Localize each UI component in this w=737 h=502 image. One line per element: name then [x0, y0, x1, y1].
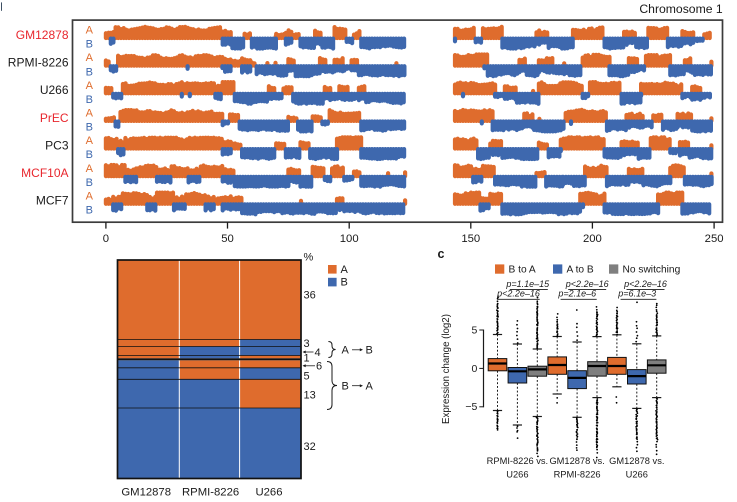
- svg-text:A: A: [86, 135, 94, 147]
- svg-text:A: A: [342, 345, 350, 357]
- svg-text:RPMI-8226: RPMI-8226: [182, 486, 239, 498]
- svg-text:150: 150: [461, 233, 480, 245]
- svg-text:B: B: [86, 122, 93, 134]
- svg-text:B: B: [86, 66, 93, 78]
- svg-text:MCF7: MCF7: [36, 194, 69, 208]
- svg-text:GM12878 vs.: GM12878 vs.: [609, 456, 664, 466]
- svg-text:c: c: [438, 247, 445, 261]
- svg-text:Chromosome 1: Chromosome 1: [639, 2, 723, 16]
- svg-text:6: 6: [316, 361, 322, 373]
- svg-text:p=1.1e–15: p=1.1e–15: [505, 279, 550, 289]
- svg-text:B: B: [86, 94, 93, 106]
- svg-text:U266: U266: [626, 470, 648, 480]
- svg-text:p<2.2e–16: p<2.2e–16: [623, 279, 667, 289]
- svg-text:5: 5: [304, 371, 310, 383]
- svg-text:A: A: [86, 108, 94, 120]
- svg-text:200: 200: [583, 233, 602, 245]
- svg-text:A: A: [86, 163, 94, 175]
- svg-text:A: A: [366, 381, 374, 393]
- svg-text:B: B: [86, 149, 93, 161]
- svg-text:B: B: [342, 381, 349, 393]
- svg-text:5: 5: [471, 324, 477, 336]
- svg-text:0: 0: [471, 363, 477, 375]
- svg-text:13: 13: [304, 390, 316, 402]
- svg-text:B: B: [341, 277, 348, 289]
- svg-text:PC3: PC3: [45, 138, 69, 152]
- svg-text:50: 50: [221, 233, 234, 245]
- svg-text:A to B: A to B: [567, 265, 594, 276]
- svg-text:RPMI-8226: RPMI-8226: [8, 56, 69, 70]
- svg-text:B: B: [86, 177, 93, 189]
- svg-text:A: A: [86, 80, 94, 92]
- svg-text:RPMI-8226 vs.: RPMI-8226 vs.: [487, 456, 548, 466]
- svg-text:B: B: [366, 345, 373, 357]
- svg-text:B to A: B to A: [509, 265, 536, 276]
- svg-text:A: A: [86, 190, 94, 202]
- svg-text:GM12878: GM12878: [16, 28, 69, 42]
- svg-text:Expression change (log2): Expression change (log2): [441, 314, 452, 424]
- svg-text:p<2.2e–16: p<2.2e–16: [496, 289, 540, 299]
- svg-text:RPMI-8226: RPMI-8226: [554, 470, 601, 480]
- svg-text:100: 100: [340, 233, 359, 245]
- svg-text:GM12878: GM12878: [121, 486, 171, 498]
- svg-text:p=6.1e–3: p=6.1e–3: [617, 289, 656, 299]
- svg-text:GM12878 vs.: GM12878 vs.: [549, 456, 604, 466]
- svg-text:32: 32: [304, 441, 316, 453]
- svg-text:1: 1: [304, 352, 310, 364]
- svg-text:36: 36: [304, 289, 316, 301]
- svg-text:MCF10A: MCF10A: [21, 166, 68, 180]
- svg-text:−5: −5: [465, 401, 477, 413]
- svg-text:4: 4: [315, 347, 321, 359]
- svg-text:No switching: No switching: [623, 265, 681, 276]
- svg-text:250: 250: [705, 233, 724, 245]
- svg-text:p=2.1e–6: p=2.1e–6: [557, 289, 596, 299]
- svg-text:0: 0: [103, 233, 109, 245]
- svg-text:3: 3: [304, 338, 310, 350]
- svg-text:A: A: [341, 264, 349, 276]
- svg-text:PrEC: PrEC: [40, 111, 69, 125]
- svg-text:p<2.2e–16: p<2.2e–16: [565, 279, 609, 289]
- svg-text:B: B: [86, 39, 93, 51]
- svg-text:U266: U266: [40, 83, 69, 97]
- svg-text:A: A: [86, 25, 94, 37]
- svg-text:U266: U266: [255, 486, 282, 498]
- svg-text:U266: U266: [506, 470, 528, 480]
- svg-text:A: A: [86, 52, 94, 64]
- svg-text:B: B: [86, 205, 93, 217]
- svg-text:%: %: [304, 252, 314, 264]
